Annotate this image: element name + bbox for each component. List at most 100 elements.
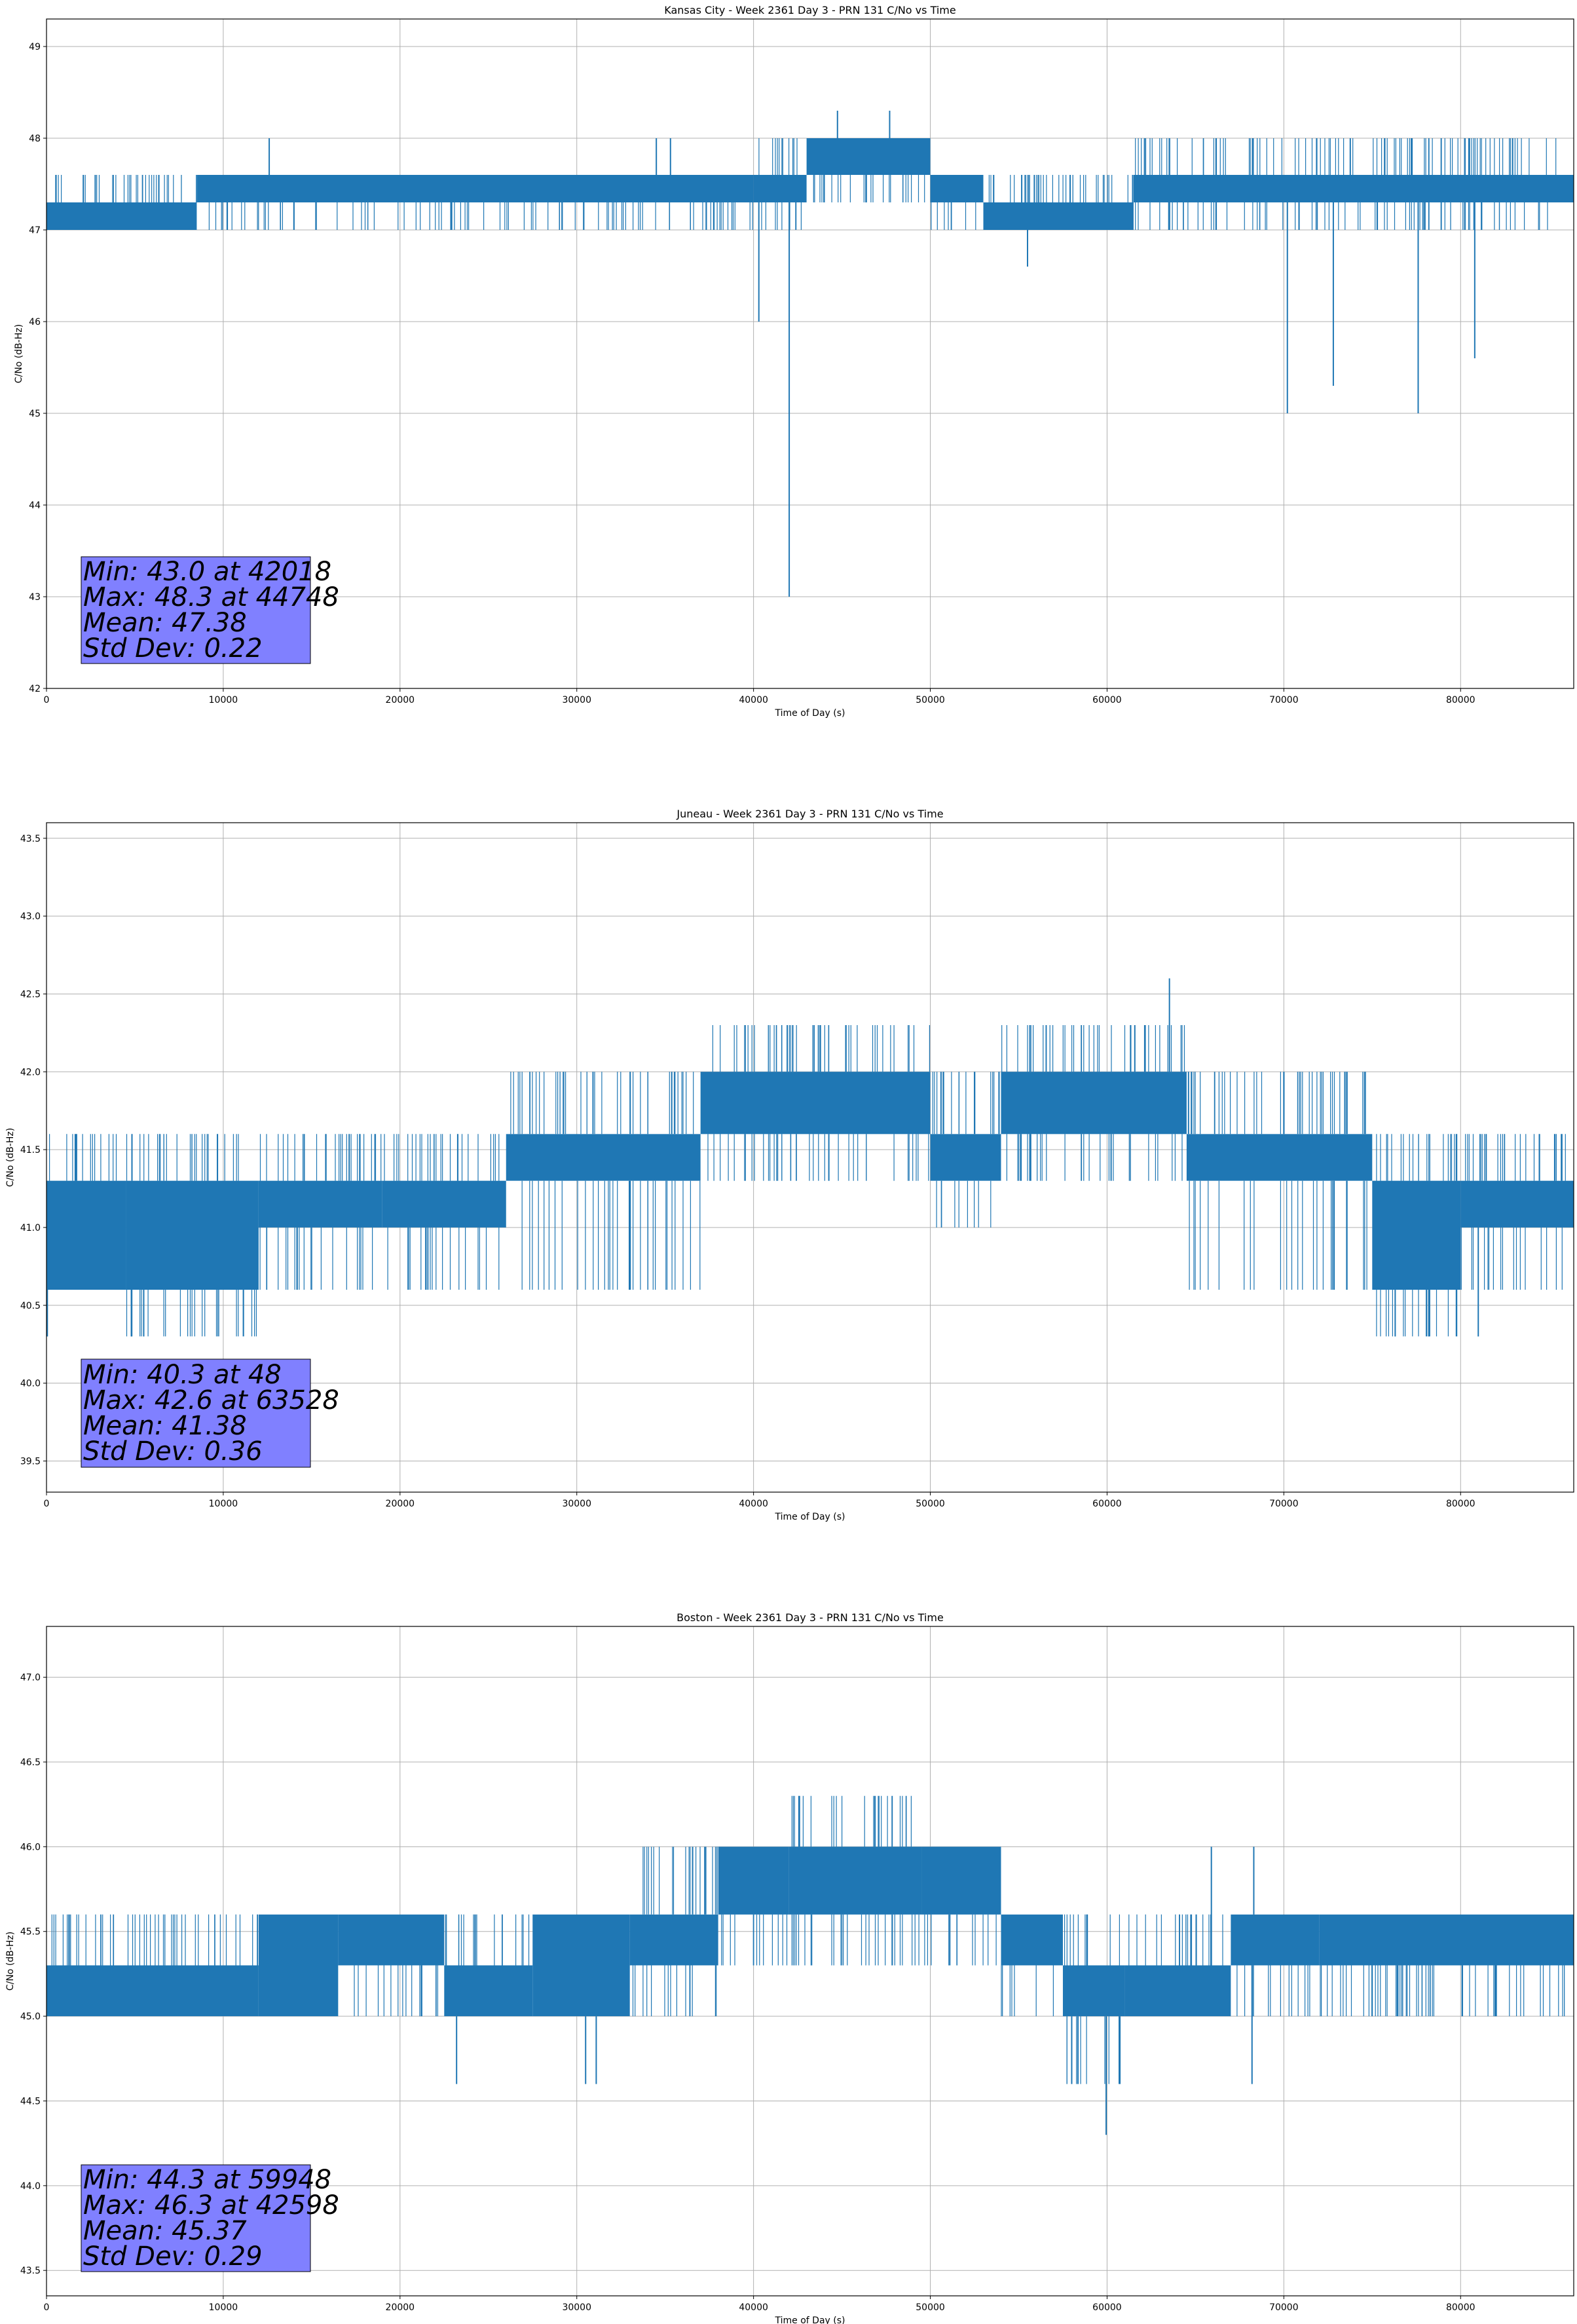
y-tick-label: 44.0 xyxy=(20,2181,41,2192)
signal-excursions xyxy=(1128,1914,1223,1966)
signal-excursions xyxy=(721,1914,788,1966)
subplot-juneau: 0 10000 20000 30000 40000 50000 60000 70000 8000… xyxy=(5,808,1574,1522)
x-tick-label: 80000 xyxy=(1446,695,1475,705)
y-tick-label: 43.0 xyxy=(20,912,41,922)
signal-band xyxy=(196,175,754,202)
x-tick-label: 40000 xyxy=(739,2302,768,2313)
signal-excursions xyxy=(707,1025,930,1181)
signal-excursions xyxy=(813,175,925,202)
x-tick-label: 70000 xyxy=(1269,1499,1299,1509)
stats-box-juneau: Min: 40.3 at 48 Max: 42.6 at 63528 Mean:… xyxy=(81,1359,339,1468)
signal-excursions xyxy=(791,1795,919,1966)
stats-mean-boston: Mean: 45.37 xyxy=(83,2216,247,2246)
signal-band xyxy=(718,1846,789,1915)
signal-band xyxy=(1460,1180,1574,1228)
signal-excursions xyxy=(632,1846,718,2017)
x-axis-label-juneau: Time of Day (s) xyxy=(775,1512,845,1522)
y-tick-label: 46.5 xyxy=(20,1757,41,1768)
y-tick-label: 49 xyxy=(29,42,41,52)
y-tick-label: 45.0 xyxy=(20,2012,41,2022)
ticks-kansas-city: 0 10000 20000 30000 40000 50000 60000 70000 8000… xyxy=(29,42,1475,705)
x-tick-label: 50000 xyxy=(916,695,945,705)
y-tick-label: 46 xyxy=(29,317,41,328)
signal-band xyxy=(788,1846,922,1915)
signal-excursions xyxy=(988,175,1134,202)
x-tick-label: 10000 xyxy=(209,695,238,705)
y-tick-label: 40.5 xyxy=(20,1301,41,1311)
x-tick-label: 70000 xyxy=(1269,695,1299,705)
stats-min-juneau: Min: 40.3 at 48 xyxy=(83,1360,282,1390)
x-tick-label: 60000 xyxy=(1092,695,1122,705)
signal-excursions xyxy=(1001,1025,1185,1181)
stats-std-juneau: Std Dev: 0.36 xyxy=(83,1436,263,1467)
signal-band xyxy=(700,1072,931,1134)
x-tick-label: 70000 xyxy=(1269,2302,1299,2313)
ticks-juneau: 0 10000 20000 30000 40000 50000 60000 70000 8000… xyxy=(20,834,1475,1509)
signal-excursions xyxy=(49,1134,117,1181)
x-tick-label: 40000 xyxy=(739,1499,768,1509)
signal-excursions xyxy=(51,1914,259,1966)
signal-band xyxy=(930,1134,1001,1181)
stats-box-bg-juneau xyxy=(81,1359,311,1468)
y-tick-label: 45.5 xyxy=(20,1927,41,1938)
signal-excursions xyxy=(445,1914,530,1966)
x-axis-label-kansas-city: Time of Day (s) xyxy=(775,708,845,719)
stats-max-kansas-city: Max: 48.3 at 44748 xyxy=(83,582,339,612)
signal-excursions xyxy=(126,1134,257,1337)
x-tick-label: 50000 xyxy=(916,2302,945,2313)
plot-frame-kansas-city xyxy=(46,18,1574,689)
signal-excursions xyxy=(1064,1914,1121,2084)
chart-title-juneau: Juneau - Week 2361 Day 3 - PRN 131 C/No … xyxy=(676,808,943,820)
plot-frame-juneau xyxy=(46,822,1574,1493)
x-axis-label-boston: Time of Day (s) xyxy=(775,2315,845,2324)
x-tick-label: 0 xyxy=(44,695,50,705)
signal-band xyxy=(629,1914,718,1966)
x-tick-label: 10000 xyxy=(209,2302,238,2313)
x-tick-label: 60000 xyxy=(1092,2302,1122,2313)
signal-band xyxy=(983,202,1134,230)
signal-band xyxy=(921,1846,1001,1915)
stats-box-boston: Min: 44.3 at 59948 Max: 46.3 at 42598 Me… xyxy=(81,2164,339,2272)
x-tick-label: 0 xyxy=(44,2302,50,2313)
y-tick-label: 45 xyxy=(29,409,41,419)
signal-band xyxy=(1133,175,1574,202)
signal-band xyxy=(1062,1965,1125,2017)
chart-title-kansas-city: Kansas City - Week 2361 Day 3 - PRN 131 … xyxy=(664,4,955,16)
signal-excursions xyxy=(208,202,753,230)
signal-excursions xyxy=(55,175,197,202)
series-juneau xyxy=(46,978,1574,1337)
stats-box-kansas-city: Min: 43.0 at 42018 Max: 48.3 at 44748 Me… xyxy=(81,556,339,664)
y-tick-label: 48 xyxy=(29,134,41,144)
y-tick-label: 46.0 xyxy=(20,1842,41,1852)
x-tick-label: 10000 xyxy=(209,1499,238,1509)
y-tick-label: 43.5 xyxy=(20,2266,41,2276)
signal-band xyxy=(1372,1180,1461,1290)
signal-band xyxy=(506,1134,701,1181)
signal-band xyxy=(1001,1072,1187,1134)
stats-mean-juneau: Mean: 41.38 xyxy=(83,1411,247,1441)
chart-title-boston: Boston - Week 2361 Day 3 - PRN 131 C/No … xyxy=(677,1611,944,1624)
signal-excursions xyxy=(1001,1965,1054,2017)
stats-max-boston: Max: 46.3 at 42598 xyxy=(83,2190,339,2221)
x-tick-label: 50000 xyxy=(916,1499,945,1509)
y-tick-label: 44 xyxy=(29,500,41,511)
signal-band xyxy=(382,1180,506,1228)
x-tick-label: 20000 xyxy=(386,2302,415,2313)
series-kansas-city xyxy=(46,111,1574,597)
x-tick-label: 30000 xyxy=(562,2302,591,2313)
y-tick-label: 41.0 xyxy=(20,1223,41,1233)
signal-excursions xyxy=(924,1914,997,1966)
x-tick-label: 30000 xyxy=(562,1499,591,1509)
y-tick-label: 43 xyxy=(29,592,41,603)
signal-band xyxy=(338,1914,445,1966)
signal-band xyxy=(258,1914,339,2017)
signal-excursions xyxy=(510,1072,701,1290)
plot-frame-boston xyxy=(46,1626,1574,2296)
x-tick-label: 20000 xyxy=(386,1499,415,1509)
y-tick-label: 47.0 xyxy=(20,1673,41,1683)
signal-band xyxy=(930,175,984,202)
signal-band xyxy=(1124,1965,1231,2017)
signal-band xyxy=(258,1180,382,1228)
signal-band xyxy=(532,1914,630,2017)
